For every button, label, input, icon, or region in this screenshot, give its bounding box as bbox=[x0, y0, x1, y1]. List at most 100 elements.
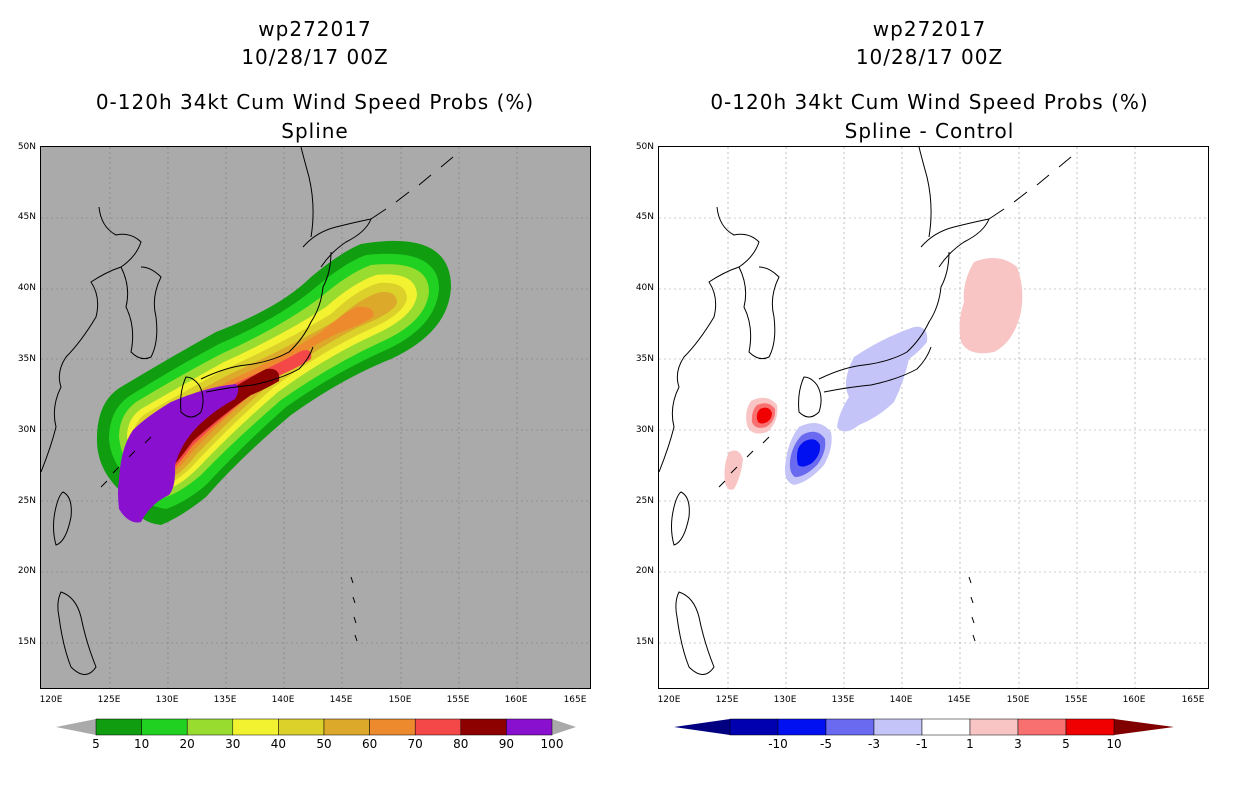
ryukyu-islands bbox=[718, 436, 770, 488]
bonin-islands bbox=[350, 576, 358, 642]
right-difference-map bbox=[658, 146, 1209, 689]
right-lon-label: 135E bbox=[831, 695, 855, 705]
right-lon-label: 165E bbox=[1181, 695, 1205, 705]
right-lat-label: 30N bbox=[635, 425, 654, 435]
right-lon-label: 160E bbox=[1122, 695, 1146, 705]
left-map-svg bbox=[41, 147, 590, 688]
colorbar-label: -3 bbox=[868, 737, 880, 751]
colorbar-over-arrow bbox=[1114, 719, 1174, 735]
sakhalin bbox=[300, 147, 314, 238]
left-lon-label: 165E bbox=[563, 695, 587, 705]
right-colorbar bbox=[674, 718, 1174, 736]
colorbar-label: 3 bbox=[1014, 737, 1022, 751]
right-title-date: 10/28/17 00Z bbox=[855, 45, 1004, 69]
ryukyu-islands bbox=[100, 436, 152, 488]
colorbar-cell bbox=[278, 718, 325, 736]
colorbar-label: 20 bbox=[179, 737, 195, 751]
colorbar-cell bbox=[323, 718, 370, 736]
colorbar-cell bbox=[95, 718, 142, 736]
colorbar-cell bbox=[460, 718, 507, 736]
positive-blob-northeast bbox=[959, 258, 1023, 354]
right-lat-label: 35N bbox=[635, 354, 654, 364]
colorbar-cell bbox=[141, 718, 188, 736]
taiwan bbox=[671, 491, 690, 546]
colorbar-under-arrow bbox=[56, 719, 96, 735]
left-lat-label: 20N bbox=[17, 566, 36, 576]
colorbar-cell bbox=[369, 718, 416, 736]
right-lon-label: 120E bbox=[657, 695, 681, 705]
japan-honshu bbox=[818, 251, 950, 380]
right-lat-label: 15N bbox=[635, 637, 654, 647]
left-lat-label: 35N bbox=[17, 354, 36, 364]
right-lat-label: 50N bbox=[635, 142, 654, 152]
left-lon-label: 155E bbox=[446, 695, 470, 705]
left-lat-label: 25N bbox=[17, 496, 36, 506]
japan-kyushu bbox=[798, 376, 822, 418]
colorbar-cell bbox=[921, 718, 971, 736]
philippines-luzon bbox=[57, 591, 97, 675]
colorbar-label: 10 bbox=[1106, 737, 1122, 751]
taiwan bbox=[53, 491, 72, 546]
left-probability-map bbox=[40, 146, 591, 689]
colorbar-label: 1 bbox=[966, 737, 974, 751]
left-title-method: Spline bbox=[281, 119, 349, 143]
colorbar-label: 100 bbox=[540, 737, 564, 751]
left-lon-label: 160E bbox=[504, 695, 528, 705]
china-coast bbox=[41, 206, 142, 473]
right-coastlines bbox=[659, 147, 1072, 675]
colorbar-cell bbox=[414, 718, 462, 736]
colorbar-cell bbox=[969, 718, 1019, 736]
colorbar-label: 30 bbox=[225, 737, 241, 751]
colorbar-cell bbox=[506, 718, 553, 736]
kuril-islands bbox=[988, 156, 1072, 220]
negative-blob-core bbox=[797, 439, 821, 467]
right-lat-label: 45N bbox=[635, 212, 654, 222]
philippines-luzon bbox=[675, 591, 715, 675]
right-lat-label: 25N bbox=[635, 496, 654, 506]
left-lon-label: 140E bbox=[271, 695, 295, 705]
left-lat-label: 15N bbox=[17, 637, 36, 647]
left-lat-label: 30N bbox=[17, 425, 36, 435]
colorbar-cell bbox=[729, 718, 779, 736]
left-title-product: 0-120h 34kt Cum Wind Speed Probs (%) bbox=[95, 90, 535, 114]
left-lon-label: 130E bbox=[155, 695, 179, 705]
colorbar-cell bbox=[1065, 718, 1115, 736]
sakhalin bbox=[918, 147, 932, 238]
korea-peninsula bbox=[738, 266, 780, 360]
left-lat-label: 45N bbox=[17, 212, 36, 222]
right-title-storm: wp272017 bbox=[872, 17, 987, 41]
colorbar-label: 90 bbox=[498, 737, 515, 751]
colorbar-cell bbox=[825, 718, 875, 736]
colorbar-label: 80 bbox=[453, 737, 469, 751]
wind-probability-swath bbox=[96, 240, 451, 525]
colorbar-cell bbox=[232, 718, 279, 736]
japan-kyushu bbox=[180, 376, 204, 418]
left-lat-label: 40N bbox=[17, 283, 36, 293]
colorbar-label: -10 bbox=[768, 737, 788, 751]
colorbar-label: 5 bbox=[1062, 737, 1070, 751]
kuril-islands bbox=[370, 156, 454, 220]
right-title-method: Spline - Control bbox=[844, 119, 1015, 143]
right-lon-label: 150E bbox=[1006, 695, 1030, 705]
left-lon-label: 135E bbox=[213, 695, 237, 705]
colorbar-under-arrow bbox=[674, 719, 730, 735]
colorbar-label: 10 bbox=[133, 737, 150, 751]
right-lat-label: 20N bbox=[635, 566, 654, 576]
negative-band-central bbox=[837, 326, 928, 432]
japan-honshu bbox=[200, 251, 332, 380]
colorbar-label: 40 bbox=[270, 737, 287, 751]
right-lon-label: 130E bbox=[773, 695, 797, 705]
difference-fields bbox=[724, 258, 1023, 490]
colorbar-label: -5 bbox=[820, 737, 832, 751]
right-gridlines bbox=[659, 147, 1208, 688]
china-coast bbox=[659, 206, 760, 473]
right-title-product: 0-120h 34kt Cum Wind Speed Probs (%) bbox=[710, 90, 1149, 114]
left-lon-label: 125E bbox=[97, 695, 121, 705]
right-lon-label: 155E bbox=[1064, 695, 1088, 705]
korea-peninsula bbox=[120, 266, 162, 360]
coastlines bbox=[41, 147, 454, 675]
right-lon-label: 140E bbox=[889, 695, 913, 705]
bonin-islands bbox=[968, 576, 976, 642]
colorbar-cell bbox=[777, 718, 827, 736]
right-lat-label: 40N bbox=[635, 283, 654, 293]
